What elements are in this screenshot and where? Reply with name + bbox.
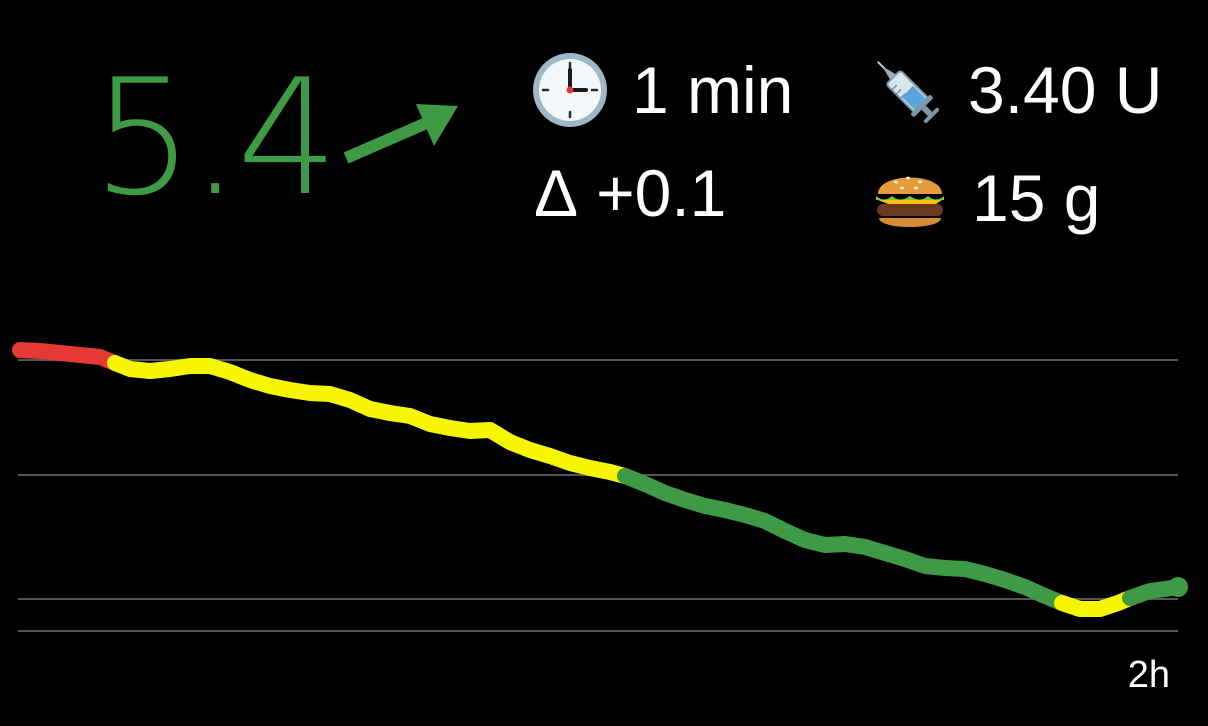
reading-age: 1 min <box>530 50 793 130</box>
trace-borderline-segment <box>107 355 633 484</box>
burger-icon <box>876 176 944 227</box>
glucose-value: 5.4 <box>92 44 338 231</box>
graph-time-range-label: 2h <box>1127 654 1170 696</box>
trace-in-range-segment <box>617 468 1070 611</box>
syringe-icon <box>877 61 940 124</box>
delta-symbol: Δ <box>534 156 579 230</box>
reading-age-text: 1 min <box>632 53 794 127</box>
carbs-on-board: 15 g <box>870 158 1100 238</box>
clock-icon <box>533 53 607 127</box>
trace-low-borderline-segment <box>1054 590 1138 617</box>
insulin-on-board: 3.40 U <box>866 50 1162 130</box>
carbs-text: 15 g <box>972 161 1101 235</box>
insulin-text: 3.40 U <box>968 53 1163 127</box>
delta-text: +0.1 <box>596 156 727 230</box>
glucose-delta: Δ +0.1 <box>534 158 726 228</box>
graph-gridlines <box>18 359 1178 632</box>
trend-arrow-icon <box>343 104 458 164</box>
glucose-graph <box>12 342 1188 632</box>
trace-high-segment <box>12 342 123 371</box>
latest-reading-dot <box>1168 577 1188 597</box>
